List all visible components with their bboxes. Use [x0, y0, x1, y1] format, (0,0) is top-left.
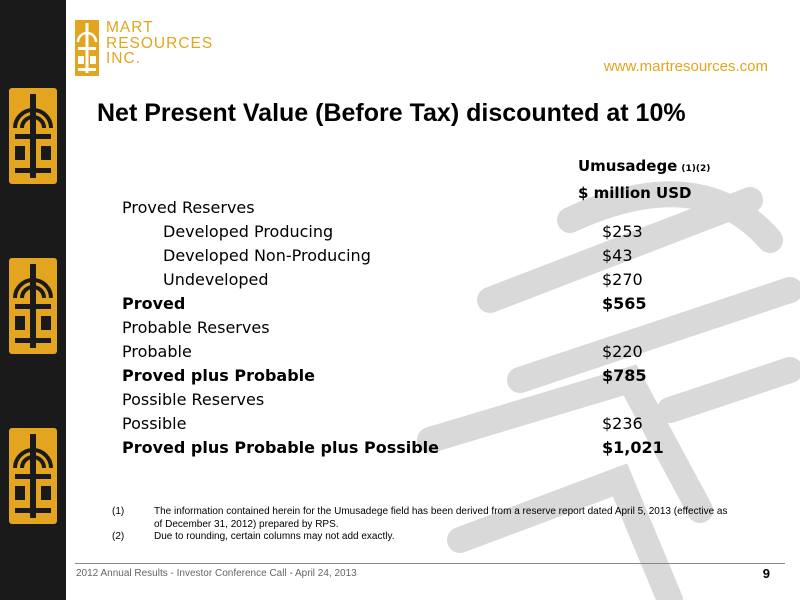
- row-label: Developed Producing: [163, 222, 334, 241]
- footnote: (1) The information contained herein for…: [112, 506, 732, 531]
- table-row: Proved Reserves: [122, 196, 722, 220]
- table-row: Probable $220: [122, 340, 722, 364]
- footnote: (2) Due to rounding, certain columns may…: [112, 531, 732, 544]
- footer-divider: [75, 563, 785, 564]
- row-value: $43: [602, 246, 633, 265]
- table-row: Possible Reserves: [122, 388, 722, 412]
- row-label: Proved plus Probable plus Possible: [122, 438, 440, 457]
- page-number: 9: [762, 566, 770, 581]
- column-header-notes: (1)(2): [681, 164, 711, 174]
- row-label: Undeveloped: [163, 270, 269, 289]
- website-link[interactable]: www.martresources.com: [603, 58, 768, 75]
- table-row: Probable Reserves: [122, 316, 722, 340]
- row-value: $785: [602, 366, 647, 385]
- row-label: Developed Non-Producing: [163, 246, 371, 265]
- row-value: $253: [602, 222, 643, 241]
- row-label: Proved: [122, 294, 186, 313]
- table-row: Undeveloped $270: [122, 268, 722, 292]
- logo-line: MART: [106, 19, 154, 36]
- table-row: Proved $565: [122, 292, 722, 316]
- column-header-field: Umusadege: [578, 157, 678, 175]
- logo-line: RESOURCES: [106, 34, 214, 52]
- footnote-number: (2): [112, 531, 125, 542]
- footer-text: 2012 Annual Results - Investor Conferenc…: [76, 568, 357, 579]
- row-label: Proved Reserves: [122, 198, 255, 217]
- logo-line: INC.: [106, 50, 141, 67]
- table-row: Developed Producing $253: [122, 220, 722, 244]
- mart-logo-icon: [9, 88, 57, 184]
- mart-logo-icon: [75, 20, 99, 76]
- table-row: Proved plus Probable plus Possible $1,02…: [122, 436, 722, 460]
- row-value: $220: [602, 342, 643, 361]
- row-value: $236: [602, 414, 643, 433]
- mart-logo-icon: [9, 428, 57, 524]
- table-row: Developed Non-Producing $43: [122, 244, 722, 268]
- company-logo-text: MART RESOURCES INC.: [106, 20, 213, 67]
- footnote-number: (1): [112, 506, 125, 517]
- row-value: $270: [602, 270, 643, 289]
- footnotes: (1) The information contained herein for…: [112, 506, 732, 544]
- footnote-text: Due to rounding, certain columns may not…: [154, 531, 395, 542]
- row-label: Probable Reserves: [122, 318, 270, 337]
- mart-logo-icon: [9, 258, 57, 354]
- row-label: Probable: [122, 342, 192, 361]
- npv-table: Proved Reserves Developed Producing $253…: [122, 196, 722, 460]
- row-value: $565: [602, 294, 647, 313]
- row-label: Possible: [122, 414, 187, 433]
- table-row: Possible $236: [122, 412, 722, 436]
- row-label: Possible Reserves: [122, 390, 265, 409]
- sidebar: [0, 0, 66, 600]
- slide-title: Net Present Value (Before Tax) discounte…: [97, 99, 686, 127]
- column-header-units: $ million USD: [578, 184, 692, 202]
- row-label: Proved plus Probable: [122, 366, 315, 385]
- column-header: Umusadege (1)(2) $ million USD: [578, 154, 710, 205]
- footnote-text: The information contained herein for the…: [154, 506, 728, 530]
- table-row: Proved plus Probable $785: [122, 364, 722, 388]
- logo-watermark-icon: [417, 181, 800, 600]
- row-value: $1,021: [602, 438, 664, 457]
